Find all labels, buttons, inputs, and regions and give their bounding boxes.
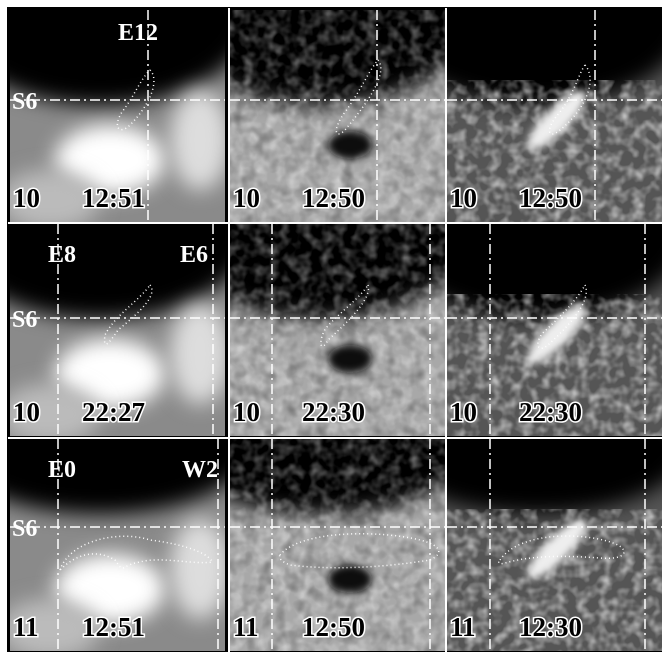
time-label: 22:27	[82, 397, 145, 427]
figure: 10 12:51 10 12:50 10 12:50 S6 E12 10 22:27 10 22:30…	[0, 0, 668, 658]
latitude-label: S6	[12, 516, 37, 542]
pore	[328, 345, 372, 373]
separator	[228, 8, 230, 652]
time-label: 12:50	[519, 183, 582, 213]
longitude-label: E8	[48, 242, 76, 268]
day-label: 10	[450, 397, 477, 427]
pore	[328, 131, 372, 159]
separator	[8, 437, 662, 439]
day-label: 11	[13, 612, 39, 642]
latitude-label: S6	[12, 89, 37, 115]
time-label: 12:51	[82, 612, 145, 642]
time-label: 12:30	[519, 612, 582, 642]
time-label: 12:51	[82, 183, 145, 213]
day-label: 10	[13, 183, 40, 213]
bright-plage	[170, 519, 230, 619]
day-label: 10	[233, 397, 260, 427]
bright-plage	[170, 304, 230, 404]
day-label: 11	[450, 612, 476, 642]
day-label: 11	[233, 612, 259, 642]
time-label: 12:50	[302, 612, 365, 642]
longitude-label: W2	[182, 457, 218, 483]
pore	[328, 565, 372, 593]
panel-grid: 10 12:51 10 12:50 10 12:50 S6 E12 10 22:27 10 22:30…	[0, 0, 668, 658]
time-label: 12:50	[302, 183, 365, 213]
separator	[8, 222, 662, 224]
longitude-label: E6	[180, 242, 208, 268]
time-label: 22:30	[519, 397, 582, 427]
day-label: 10	[13, 397, 40, 427]
latitude-label: S6	[12, 307, 37, 333]
day-label: 10	[233, 183, 260, 213]
day-label: 10	[450, 183, 477, 213]
separator	[445, 8, 447, 652]
longitude-label: E0	[48, 457, 76, 483]
longitude-label: E12	[118, 20, 158, 46]
time-label: 22:30	[302, 397, 365, 427]
bright-plage	[170, 90, 230, 190]
